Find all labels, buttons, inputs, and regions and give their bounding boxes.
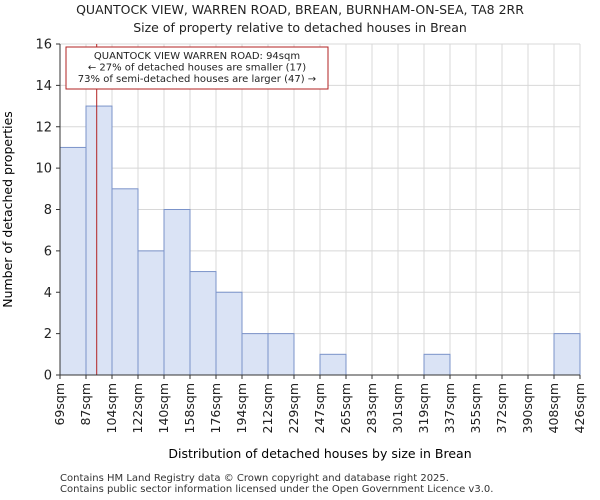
- chart-title: QUANTOCK VIEW, WARREN ROAD, BREAN, BURNH…: [76, 2, 524, 17]
- y-tick-label: 16: [35, 38, 52, 53]
- x-tick-label: 212sqm: [260, 383, 275, 433]
- x-tick-label: 319sqm: [416, 383, 431, 433]
- x-tick-label: 122sqm: [130, 383, 145, 433]
- histogram-bar: [267, 333, 295, 376]
- annotation-line3: 73% of semi-detached houses are larger (…: [78, 74, 316, 85]
- x-tick-label: 408sqm: [546, 383, 561, 433]
- y-tick-label: 6: [44, 244, 52, 259]
- x-axis-label: Distribution of detached houses by size …: [168, 446, 471, 461]
- histogram-bar: [215, 291, 243, 376]
- x-tick-label: 265sqm: [338, 383, 353, 433]
- x-tick-label: 283sqm: [364, 383, 379, 433]
- y-tick-label: 12: [35, 120, 52, 135]
- histogram-bar: [85, 105, 113, 376]
- annotation-box: QUANTOCK VIEW WARREN ROAD: 94sqm← 27% of…: [65, 46, 329, 90]
- annotation-line2: ← 27% of detached houses are smaller (17…: [88, 63, 306, 74]
- histogram-bar: [241, 333, 269, 376]
- x-tick-label: 140sqm: [156, 383, 171, 433]
- annotation-frame: [65, 46, 329, 90]
- x-tick-label: 301sqm: [390, 383, 405, 433]
- y-tick-label: 2: [44, 327, 52, 342]
- footer-line-2: Contains public sector information licen…: [60, 484, 494, 495]
- x-tick-label: 87sqm: [78, 383, 93, 426]
- x-tick-label: 390sqm: [520, 383, 535, 433]
- x-tick-label: 229sqm: [286, 383, 301, 433]
- bars: [59, 105, 581, 376]
- histogram-bar: [59, 146, 87, 376]
- y-tick-label: 4: [44, 286, 52, 301]
- x-tick-label: 194sqm: [234, 383, 249, 433]
- histogram-bar: [423, 353, 451, 376]
- x-tick-label: 69sqm: [52, 383, 67, 426]
- histogram-bar: [163, 209, 191, 376]
- x-tick-label: 355sqm: [468, 383, 483, 433]
- x-tick-label: 372sqm: [494, 383, 509, 433]
- x-tick-label: 337sqm: [442, 383, 457, 433]
- x-ticks: 69sqm 87sqm 104sqm 122sqm 140sqm 158sqm 176sqm…: [52, 375, 587, 433]
- histogram-bar: [137, 250, 165, 376]
- x-tick-label: 247sqm: [312, 383, 327, 433]
- footer-line-1: Contains HM Land Registry data © Crown c…: [60, 473, 449, 484]
- y-axis-label: Number of detached properties: [0, 111, 15, 308]
- y-ticks: 0 2 4 6 8 10 12 14 16: [35, 38, 60, 384]
- x-tick-label: 426sqm: [572, 383, 587, 433]
- histogram-chart: 0 2 4 6 8 10 12 14 16 69sqm 87sqm 104sqm 122sqm 140s…: [0, 38, 587, 462]
- y-tick-label: 0: [44, 369, 52, 384]
- histogram-bar: [111, 188, 139, 376]
- x-tick-label: 104sqm: [104, 383, 119, 433]
- x-tick-label: 176sqm: [208, 383, 223, 433]
- y-tick-label: 10: [35, 162, 52, 177]
- histogram-bar: [319, 353, 347, 376]
- x-tick-label: 158sqm: [182, 383, 197, 433]
- y-tick-label: 14: [35, 79, 52, 94]
- annotation-line1: QUANTOCK VIEW WARREN ROAD: 94sqm: [94, 51, 300, 62]
- histogram-bar: [189, 271, 217, 376]
- histogram-bar: [553, 333, 581, 376]
- chart-subtitle: Size of property relative to detached ho…: [133, 20, 467, 35]
- y-tick-label: 8: [44, 203, 52, 218]
